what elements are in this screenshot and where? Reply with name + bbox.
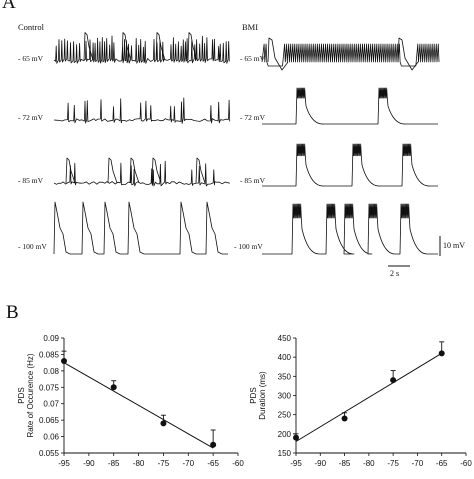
membrane-traces <box>53 32 440 255</box>
left-label-100: - 100 mV <box>18 242 47 251</box>
c2-point <box>390 377 397 384</box>
control-trace-72 <box>53 97 231 124</box>
left-label-72: - 72 mV <box>18 113 44 122</box>
c1-ytick-label: 0.075 <box>39 383 60 392</box>
control-trace-100 <box>53 201 228 255</box>
c1-axes <box>63 338 238 454</box>
control-trace-65-burst-3 <box>187 32 198 61</box>
bmi-trace-72 <box>262 87 438 125</box>
c2-ytick-label: 400 <box>278 353 292 362</box>
c1-ylabel-1: Rate of Occurence (Hz) <box>26 353 35 437</box>
bmi-trace-65 <box>261 43 440 67</box>
c1-ytick-label: 0.085 <box>39 350 60 359</box>
c1-ytick-label: 0.08 <box>43 367 59 376</box>
c1-point <box>160 420 167 427</box>
bmi-title: BMI <box>242 22 258 32</box>
c1-ytick-label: 0.07 <box>43 400 59 409</box>
c2-xtick-label: -85 <box>339 459 351 468</box>
right-label-85: - 85 mV <box>240 176 266 185</box>
chart-duration: -95 -90 -85 -80 -75 -70 -65 -60 150 200 250 300 350 4… <box>249 334 472 468</box>
c2-ytick-label: 450 <box>278 334 292 343</box>
c2-xtick-label: -95 <box>290 459 302 468</box>
c1-xtick-label: -65 <box>207 459 219 468</box>
c2-ytick-label: 200 <box>278 430 292 439</box>
control-trace-85-burst-1 <box>107 157 118 184</box>
bmi-trace-100 <box>262 203 438 255</box>
right-label-100: - 100 mV <box>234 242 263 251</box>
control-trace-85-burst-2 <box>129 157 140 184</box>
control-trace-85-burst-3 <box>151 157 162 184</box>
c1-point <box>110 384 117 391</box>
control-trace-85-burst-0 <box>65 157 76 184</box>
c2-point <box>293 434 299 441</box>
c1-xtick-label: -85 <box>108 459 120 468</box>
c1-ytick-label: 0.09 <box>43 334 59 343</box>
control-trace-65-burst-0 <box>83 32 94 61</box>
c2-ytick-label: 350 <box>278 372 292 381</box>
c1-xtick-label: -70 <box>183 459 195 468</box>
c1-xtick-label: -60 <box>232 459 244 468</box>
c1-ytick-label: 0.065 <box>39 416 60 425</box>
left-label-85: - 85 mV <box>18 176 44 185</box>
control-trace-85-burst-4 <box>195 157 206 184</box>
chart-rate: -95 -90 -85 -80 -75 -70 -65 -60 0.055 0.06 0.065 0.… <box>17 334 244 468</box>
c1-ytick-label: 0.055 <box>39 449 60 458</box>
voltage-scale-label: 10 mV <box>443 241 465 250</box>
c1-xtick-label: -80 <box>133 459 145 468</box>
c2-xtick-label: -75 <box>387 459 399 468</box>
control-trace-65-burst-2 <box>155 32 166 61</box>
c2-point <box>341 415 348 422</box>
c1-fit-line <box>63 362 214 449</box>
bmi-pds-65-0 <box>267 37 289 71</box>
c2-xtick-label: -80 <box>363 459 375 468</box>
right-label-65: - 65 mV <box>240 54 266 63</box>
control-trace-85 <box>53 160 230 187</box>
bmi-trace-85 <box>262 143 438 187</box>
left-label-65: - 65 mV <box>18 54 44 63</box>
c2-xtick-label: -90 <box>315 459 327 468</box>
c2-ylabel-1: Duration (ms) <box>258 371 267 420</box>
c1-ylabel-0: PDS <box>17 387 26 403</box>
c2-fit-line <box>295 352 442 442</box>
c2-ytick-label: 150 <box>278 449 292 458</box>
c1-xtick-label: -75 <box>158 459 170 468</box>
c2-ylabel-0: PDS <box>249 387 258 403</box>
c1-point <box>61 358 67 364</box>
c2-xtick-label: -70 <box>412 459 424 468</box>
panel-letter-b: B <box>6 302 19 323</box>
c1-xtick-label: -90 <box>83 459 95 468</box>
time-scale-label: 2 s <box>390 269 399 278</box>
c2-xtick-label: -65 <box>436 459 448 468</box>
c2-ytick-label: 250 <box>278 411 292 420</box>
right-label-72: - 72 mV <box>240 113 266 122</box>
c2-xtick-label: -60 <box>460 459 472 468</box>
c2-ytick-label: 300 <box>278 392 292 401</box>
bmi-pds-65-1 <box>397 37 419 71</box>
c2-point <box>438 350 445 357</box>
control-trace-65-burst-1 <box>121 32 132 61</box>
control-title: Control <box>18 22 45 32</box>
c1-point <box>210 441 217 448</box>
c1-xtick-label: -95 <box>58 459 70 468</box>
panel-letter-a: A <box>2 0 16 13</box>
control-trace-65 <box>53 35 230 64</box>
c1-ytick-label: 0.06 <box>43 433 59 442</box>
